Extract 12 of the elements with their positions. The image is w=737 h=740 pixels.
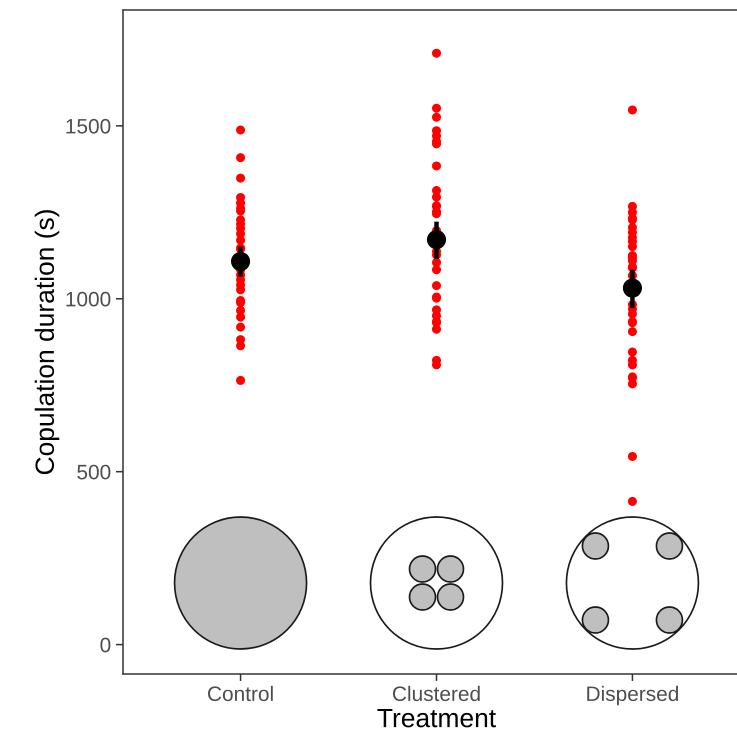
y-tick-label: 0 <box>100 638 110 652</box>
x-tick-label: Clustered <box>392 686 480 702</box>
y-tick-label: 1500 <box>66 118 110 134</box>
x-tick-label: Dispersed <box>587 686 678 706</box>
x-tick-label: Control <box>208 686 273 702</box>
y-tick-label: 500 <box>77 464 110 480</box>
point <box>230 252 250 271</box>
y-tick-label: 1000 <box>66 292 110 307</box>
point <box>426 230 446 250</box>
y-axis-title: Copulation duration (s) <box>34 210 60 474</box>
point <box>622 278 642 298</box>
x-axis-title: Treatment <box>377 708 496 728</box>
